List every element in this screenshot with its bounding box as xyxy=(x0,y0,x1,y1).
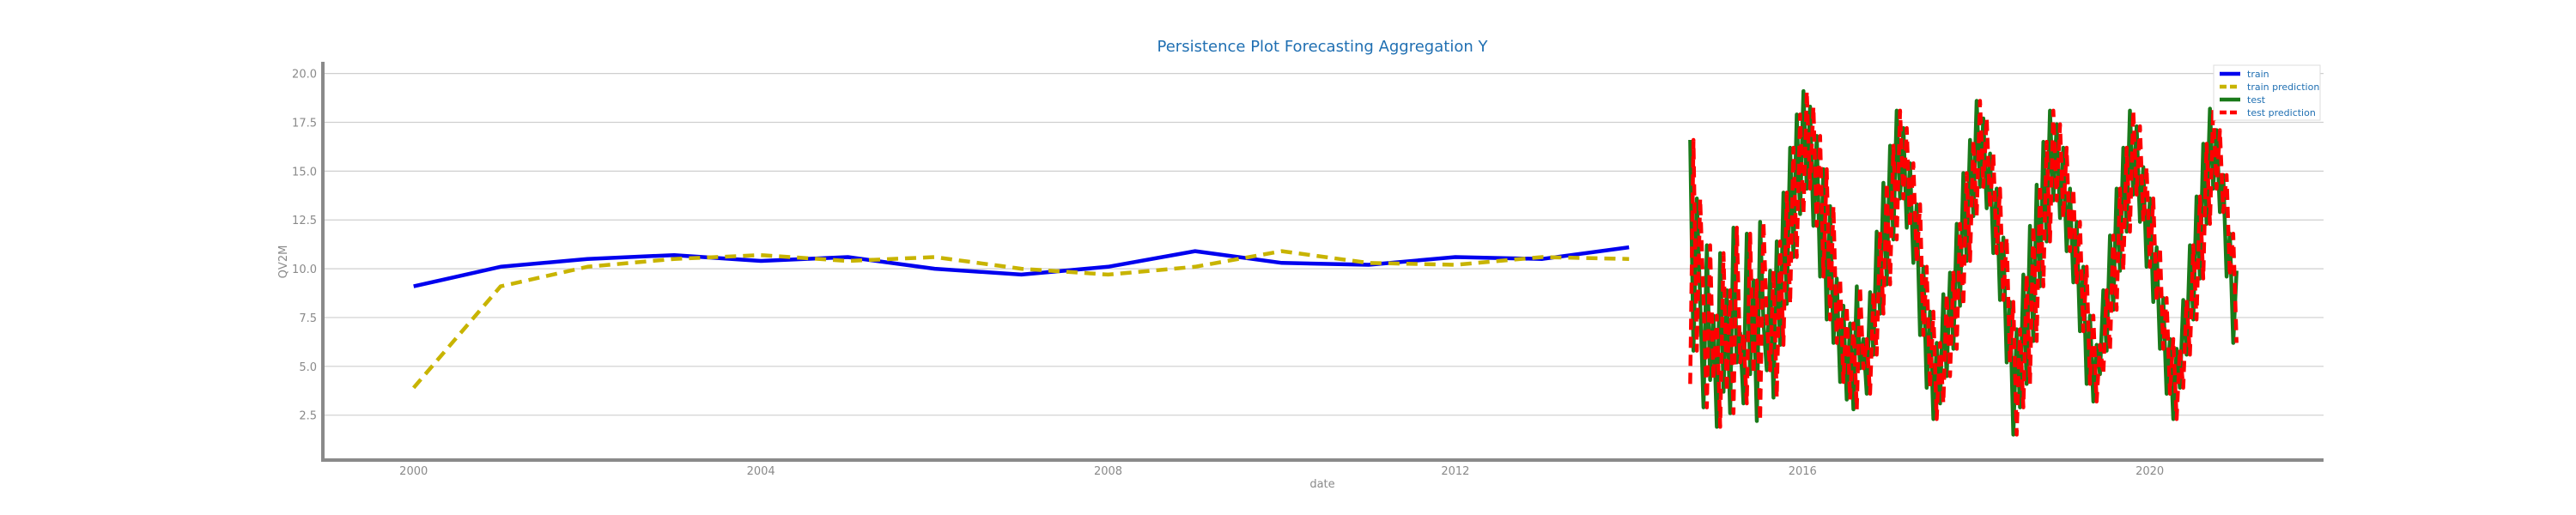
x-tick-label: 2016 xyxy=(1789,465,1817,478)
y-tick-label: 15.0 xyxy=(292,166,317,179)
grid-lines xyxy=(323,73,2324,416)
x-tick-label: 2004 xyxy=(747,465,775,478)
x-tick-label: 2000 xyxy=(399,465,428,478)
y-tick-label: 17.5 xyxy=(292,118,317,130)
y-axis-label: QV2M xyxy=(277,245,290,279)
x-tick-label: 2008 xyxy=(1094,465,1122,478)
series-line-train-prediction xyxy=(411,249,1630,390)
legend-label-train-prediction: train prediction xyxy=(2247,82,2319,93)
y-tick-label: 10.0 xyxy=(292,264,317,276)
legend-label-test-prediction: test prediction xyxy=(2247,107,2316,118)
y-tick-label: 5.0 xyxy=(299,361,317,374)
y-tick-label: 12.5 xyxy=(292,215,317,227)
y-tick-labels: 2.5 5.0 7.5 10.0 12.5 15.0 17.5 20.0 xyxy=(292,69,317,423)
y-tick-label: 2.5 xyxy=(299,410,317,423)
chart-title: Persistence Plot Forecasting Aggregation… xyxy=(1157,38,1489,56)
x-axis-label: date xyxy=(1309,478,1334,491)
legend-label-train: train xyxy=(2247,69,2269,80)
series-line-train xyxy=(413,245,1630,288)
legend-label-test: test xyxy=(2247,94,2266,106)
x-tick-label: 2012 xyxy=(1441,465,1469,478)
y-tick-label: 7.5 xyxy=(299,312,317,325)
x-tick-label: 2020 xyxy=(2136,465,2164,478)
series-line-test-prediction xyxy=(1688,88,2239,437)
y-tick-label: 20.0 xyxy=(292,69,317,82)
series-lines xyxy=(411,88,2239,437)
x-tick-labels: 2000 2004 2008 2012 2016 2020 xyxy=(399,465,2164,478)
